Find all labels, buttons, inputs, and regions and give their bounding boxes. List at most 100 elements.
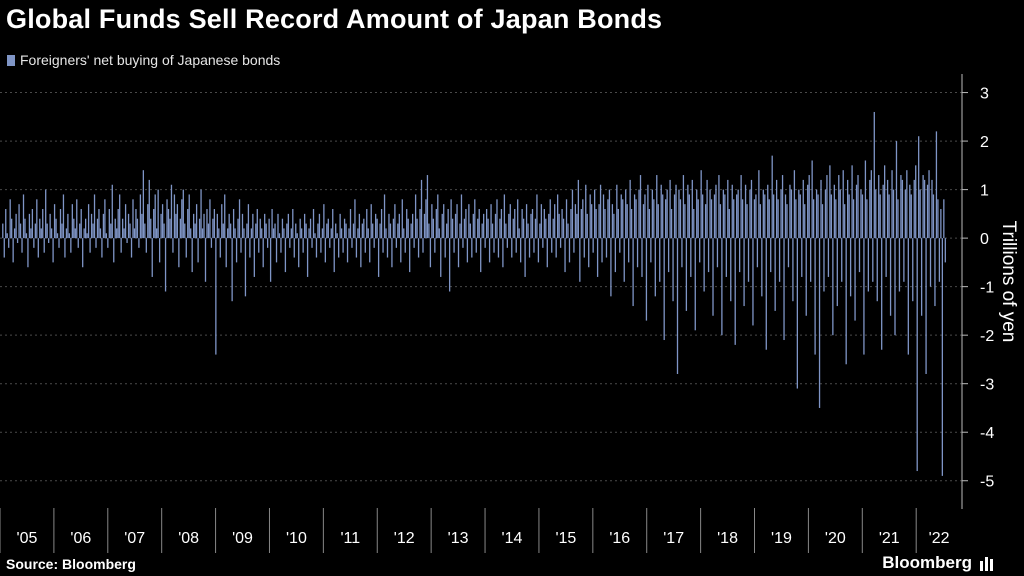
- terminal-bars-icon: [980, 557, 993, 571]
- bar: [549, 199, 551, 239]
- bar: [601, 238, 603, 263]
- bar: [551, 238, 553, 253]
- bar: [722, 189, 725, 239]
- bar: [863, 238, 865, 355]
- bar: [531, 209, 534, 239]
- bar: [221, 204, 223, 239]
- bar: [666, 189, 668, 239]
- bar: [133, 228, 136, 239]
- bar: [394, 204, 396, 239]
- x-tick-label: '16: [609, 530, 630, 547]
- bar: [595, 209, 597, 239]
- bar: [435, 209, 437, 239]
- x-tick-label: '11: [340, 530, 360, 547]
- bar: [839, 189, 841, 239]
- bar: [903, 238, 905, 282]
- y-tick-label: 0: [980, 231, 989, 248]
- bar: [173, 194, 176, 239]
- bar: [299, 218, 301, 239]
- bar: [885, 238, 887, 277]
- bar: [207, 223, 210, 239]
- bar: [814, 238, 816, 355]
- bar: [543, 209, 545, 239]
- bar: [944, 238, 946, 263]
- bar: [141, 213, 143, 239]
- x-tick-label: '08: [178, 530, 199, 547]
- bar: [50, 228, 53, 239]
- bar: [148, 179, 150, 239]
- bar: [361, 223, 363, 239]
- bar: [940, 209, 942, 239]
- bar: [212, 218, 214, 239]
- bar: [632, 238, 634, 307]
- x-tick-label: '17: [663, 530, 684, 547]
- bar: [804, 204, 806, 239]
- bar: [380, 209, 383, 239]
- bar: [11, 218, 13, 239]
- bar: [734, 238, 736, 345]
- bar: [477, 218, 479, 239]
- bar: [688, 194, 690, 239]
- bar: [591, 204, 593, 239]
- bar: [252, 213, 254, 239]
- bar: [269, 238, 272, 282]
- bar: [807, 184, 809, 239]
- bar: [654, 238, 656, 297]
- bar: [349, 209, 352, 239]
- bar: [616, 184, 618, 239]
- bar: [938, 238, 941, 282]
- bar: [818, 238, 821, 408]
- bar: [808, 175, 810, 239]
- bar: [375, 213, 377, 239]
- bar: [354, 199, 356, 239]
- bar: [8, 238, 10, 248]
- x-tick-label: '19: [771, 530, 792, 547]
- bar: [789, 184, 791, 239]
- bar: [480, 238, 482, 273]
- bar: [670, 209, 673, 239]
- bar: [443, 204, 445, 239]
- bar: [659, 238, 661, 282]
- bar: [438, 228, 440, 239]
- bar: [247, 204, 250, 239]
- bar: [746, 204, 748, 239]
- bar: [530, 213, 532, 239]
- bar: [681, 238, 683, 268]
- bar: [545, 218, 547, 239]
- bar: [861, 194, 864, 239]
- bar: [39, 218, 41, 239]
- bar: [690, 238, 692, 277]
- bar: [460, 194, 463, 239]
- bar: [278, 233, 281, 239]
- bar: [446, 223, 448, 239]
- bar: [46, 223, 48, 239]
- bar: [102, 213, 105, 239]
- bar: [629, 179, 631, 239]
- bar: [230, 223, 232, 239]
- bar: [855, 184, 858, 239]
- bar: [906, 170, 908, 239]
- bar: [318, 213, 321, 239]
- bar: [25, 233, 28, 239]
- bar: [505, 223, 507, 239]
- bar: [738, 238, 741, 273]
- bar: [450, 199, 452, 239]
- bar: [274, 223, 276, 239]
- bar: [847, 179, 849, 239]
- bar: [817, 194, 819, 239]
- bar: [820, 179, 822, 239]
- bar: [703, 238, 705, 292]
- bar: [795, 199, 797, 239]
- bar: [565, 199, 568, 239]
- bar: [876, 238, 878, 302]
- axes: 3 2 1 0 -1 -2 -3 -4 -5 '05 '06 '07 '08 '09 '10 '11 '12 '1…: [0, 74, 994, 553]
- bar: [132, 199, 134, 239]
- bar: [98, 209, 100, 239]
- bar: [852, 199, 855, 239]
- bar: [667, 238, 670, 273]
- bar: [556, 194, 559, 239]
- bar: [771, 155, 773, 239]
- bar: [107, 238, 109, 248]
- bar: [588, 238, 590, 268]
- bar: [74, 228, 76, 239]
